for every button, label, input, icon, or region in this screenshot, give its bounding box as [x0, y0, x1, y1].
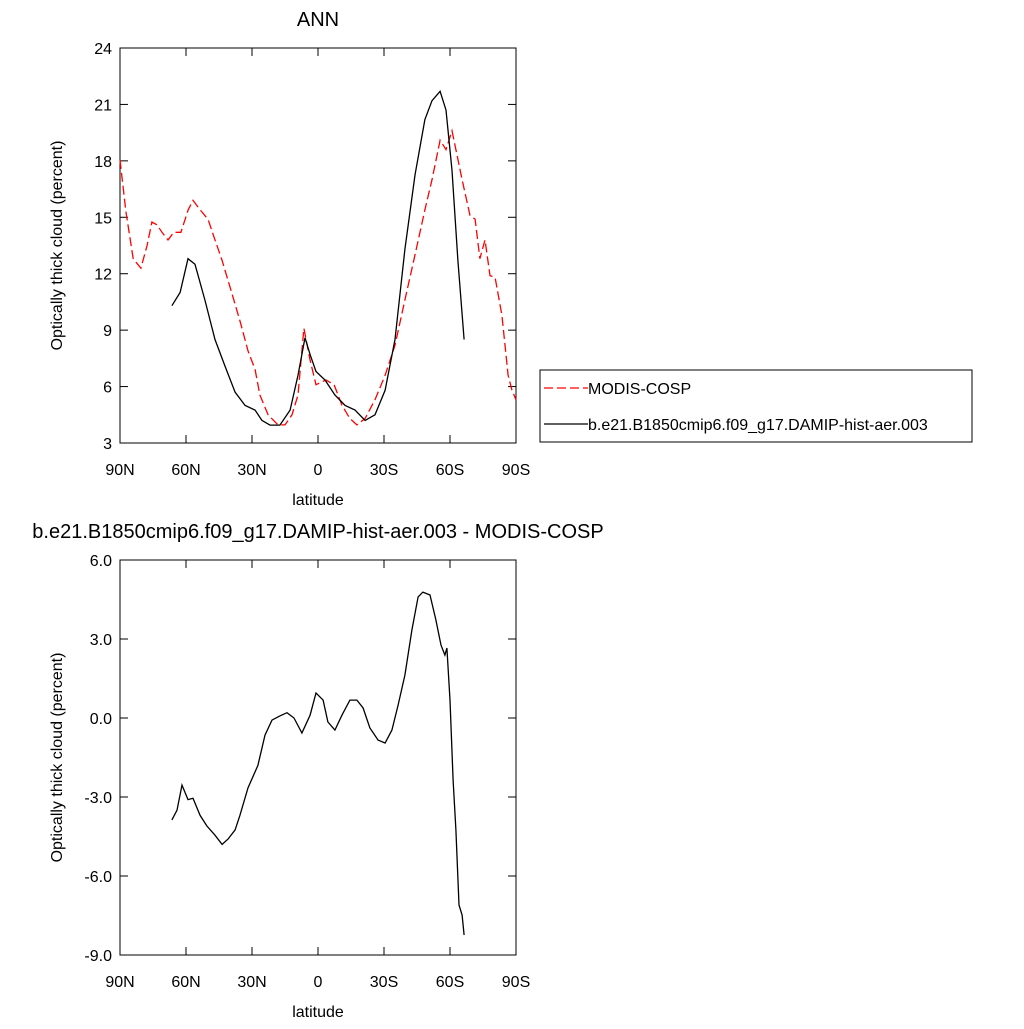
legend-box — [539, 369, 973, 443]
x-tick-label: 30N — [237, 462, 266, 479]
series-line — [171, 89, 465, 426]
y-tick-label: 0.0 — [90, 711, 112, 728]
x-axis-label: latitude — [292, 1004, 344, 1021]
plot-frame — [119, 559, 517, 956]
y-tick-label: 9 — [103, 323, 112, 340]
y-tick-label: 6 — [103, 380, 112, 397]
y-tick-label: 6.0 — [90, 553, 112, 570]
x-tick-label: 60S — [436, 974, 464, 991]
x-tick-label: 90N — [105, 974, 134, 991]
y-axis-label: Optically thick cloud (percent) — [49, 141, 66, 351]
y-tick-label: 24 — [94, 41, 112, 58]
x-tick-label: 60N — [171, 974, 200, 991]
series-line — [171, 591, 465, 936]
x-tick-label: 0 — [314, 462, 323, 479]
y-tick-label: 12 — [94, 267, 112, 284]
x-tick-label: 90N — [105, 462, 134, 479]
x-tick-label: 30N — [237, 974, 266, 991]
y-tick-label: -9.0 — [84, 948, 112, 965]
x-tick-label: 30S — [370, 974, 398, 991]
y-tick-label: 15 — [94, 210, 112, 227]
chart-title: b.e21.B1850cmip6.f09_g17.DAMIP-hist-aer.… — [32, 521, 603, 543]
y-tick-label: -3.0 — [84, 790, 112, 807]
chart-title: ANN — [297, 9, 339, 31]
x-tick-label: 60S — [436, 462, 464, 479]
series-line — [119, 128, 517, 426]
x-tick-label: 0 — [314, 974, 323, 991]
x-axis-label: latitude — [292, 492, 344, 509]
y-axis-label: Optically thick cloud (percent) — [49, 653, 66, 863]
y-tick-label: 21 — [94, 97, 112, 114]
y-tick-label: 18 — [94, 154, 112, 171]
x-tick-label: 30S — [370, 462, 398, 479]
x-tick-label: 90S — [502, 462, 530, 479]
plot-frame — [119, 47, 517, 444]
y-tick-label: 3 — [103, 436, 112, 453]
y-tick-label: 3.0 — [90, 632, 112, 649]
legend-label: MODIS-COSP — [588, 381, 691, 398]
x-tick-label: 90S — [502, 974, 530, 991]
x-tick-label: 60N — [171, 462, 200, 479]
y-tick-label: -6.0 — [84, 869, 112, 886]
legend-label: b.e21.B1850cmip6.f09_g17.DAMIP-hist-aer.… — [588, 417, 928, 434]
